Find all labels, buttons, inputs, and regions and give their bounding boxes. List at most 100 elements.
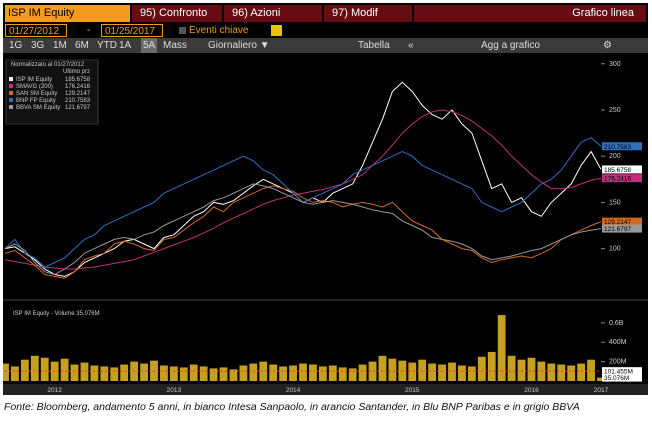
end-tag [602, 165, 642, 174]
legend-swatch [9, 77, 13, 81]
events-toggle[interactable]: Eventi chiave [189, 25, 249, 36]
volume-bar [90, 365, 99, 381]
legend-value: 176.2416 [65, 84, 91, 90]
volume-bar [318, 366, 327, 381]
volume-bar [239, 365, 248, 381]
legend-value: 185.6758 [65, 77, 91, 83]
volume-bar [597, 377, 605, 381]
volume-bar [477, 356, 486, 381]
date-separator: - [87, 25, 91, 36]
legend-swatch [9, 98, 13, 102]
volume-bar [179, 367, 188, 381]
volume-bar [309, 364, 317, 381]
volume-bar [418, 359, 427, 381]
x-tick-label: 2012 [47, 387, 62, 394]
volume-bar [3, 363, 9, 381]
end-tag-label: 121.6797 [604, 226, 631, 233]
volume-bar [30, 355, 39, 381]
add-button[interactable]: Agg a grafico [481, 40, 540, 51]
back-button[interactable]: « [408, 40, 414, 51]
x-tick-label: 2015 [405, 387, 420, 394]
x-tick-label: 2016 [524, 387, 539, 394]
tab[interactable]: 95) Confronto [132, 5, 222, 22]
y-tick-label: 200M [609, 359, 627, 366]
period-button[interactable]: 5A [141, 38, 158, 53]
legend-title: Normalizzato al 01/27/2012 [11, 62, 85, 68]
volume-bar [358, 364, 367, 381]
y-tick-label: 0.6B [609, 320, 624, 327]
x-tick-label: 2013 [167, 387, 182, 394]
volume-bar [209, 368, 218, 381]
volume-tag [602, 373, 642, 382]
legend-swatch [9, 84, 13, 88]
legend-value: 129.2147 [65, 91, 91, 97]
chart: Normalizzato al 01/27/2012 Ultimo prz IS… [3, 53, 648, 395]
volume-bar [279, 366, 288, 381]
volume-legend: ISP IM Equity - Volume 35.076M [13, 311, 100, 317]
volume-tag-label: 35.076M [604, 375, 629, 382]
frequency[interactable]: Giornaliero ▼ [208, 40, 270, 51]
start-date[interactable]: 01/27/2012 [5, 24, 67, 37]
period-button[interactable]: 1M [53, 40, 67, 51]
volume-bar [160, 365, 168, 381]
tab[interactable]: 97) Modif [324, 5, 412, 22]
series-line [4, 183, 602, 276]
caption: Fonte: Bloomberg, andamento 5 anni, in b… [4, 401, 580, 413]
period-button[interactable]: YTD [97, 40, 117, 51]
volume-bar [269, 364, 278, 381]
volume-bar [577, 363, 586, 381]
legend-label: SMAVG (200) [16, 84, 53, 90]
period-button[interactable]: 6M [75, 40, 89, 51]
tab[interactable]: 96) Azioni [224, 5, 322, 22]
ticker[interactable]: ISP IM Equity [5, 5, 130, 22]
volume-bar [587, 359, 595, 381]
checkbox[interactable] [179, 27, 186, 34]
volume-bar [140, 363, 148, 381]
volume-bar [378, 355, 387, 381]
volume-bar [428, 363, 437, 381]
period-button[interactable]: 1G [9, 40, 23, 51]
y-tick-label: 300 [609, 61, 621, 68]
volume-bar [527, 357, 536, 381]
volume-bar [189, 364, 198, 381]
info-icon[interactable] [271, 25, 282, 36]
volume-bar [80, 362, 89, 381]
settings-button[interactable]: ⚙ [603, 40, 612, 51]
series-line [4, 109, 602, 270]
volume-bar [487, 351, 496, 381]
volume-bar [169, 366, 178, 381]
volume-bar [448, 362, 456, 381]
volume-bar [60, 358, 69, 381]
end-tag [602, 142, 642, 151]
volume-bar [517, 359, 526, 381]
volume-bar [199, 366, 208, 381]
legend-swatch [9, 105, 13, 109]
volume-bar [259, 361, 268, 381]
volume-bar [70, 364, 79, 381]
end-tag-label: 210.7583 [604, 144, 631, 151]
legend-subtitle: Ultimo prz [63, 69, 90, 75]
y-tick-label: 250 [609, 107, 621, 114]
volume-bar [20, 359, 29, 381]
volume-bar [299, 363, 307, 381]
period-button[interactable]: Mass [163, 40, 187, 51]
period-button[interactable]: 3G [31, 40, 45, 51]
volume-bar [120, 364, 129, 381]
legend-label: BBVA SM Equity [16, 105, 60, 111]
period-button[interactable]: 1A [119, 40, 132, 51]
x-axis-band [3, 384, 648, 395]
volume-bar [368, 361, 377, 381]
series-line [4, 185, 602, 279]
end-tag-label: 185.6758 [604, 167, 631, 174]
volume-bar [328, 365, 337, 381]
end-tag [602, 224, 642, 233]
end-date[interactable]: 01/25/2017 [101, 24, 163, 37]
volume-bar [338, 367, 347, 381]
x-tick-label: 2014 [286, 387, 301, 394]
table-button[interactable]: Tabella [358, 40, 390, 51]
average-tag-label: 101.455M [604, 369, 633, 376]
end-tag [602, 174, 642, 183]
end-tag-label: 129.2147 [604, 219, 631, 226]
end-tag-label: 176.2416 [604, 176, 631, 183]
average-tag [602, 367, 642, 376]
